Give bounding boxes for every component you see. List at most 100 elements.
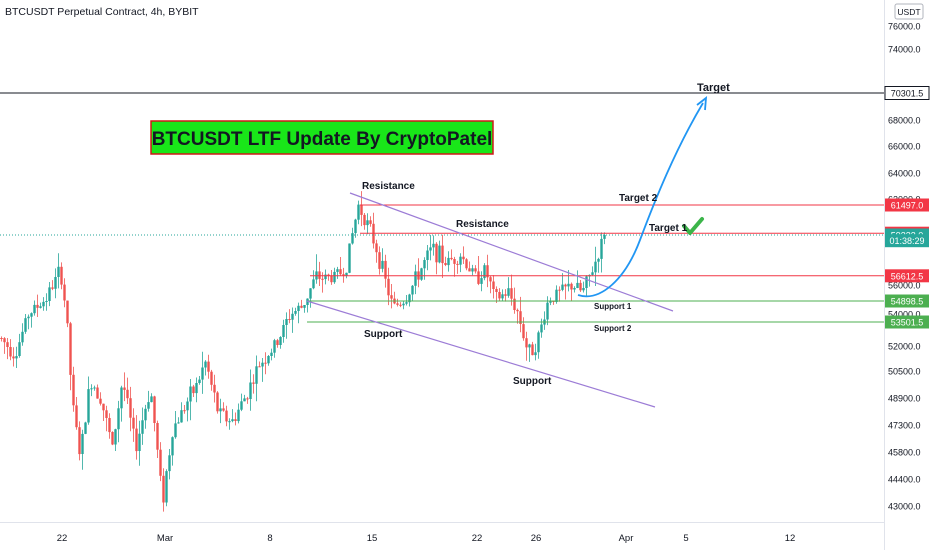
candle-body xyxy=(102,403,105,411)
currency-badge[interactable]: USDT xyxy=(894,3,924,20)
candle-body xyxy=(585,276,588,288)
title-banner: BTCUSDT LTF Update By CryptoPatel xyxy=(150,120,494,155)
candle-body xyxy=(168,455,171,472)
candle-body xyxy=(378,252,381,269)
candle-body xyxy=(27,316,30,319)
candle-body xyxy=(126,389,129,399)
candle-body xyxy=(249,382,252,399)
price-tick-label: 54000.0 xyxy=(888,310,921,320)
candle-body xyxy=(174,423,177,438)
price-label: 01:38:29 xyxy=(885,234,929,248)
candle-body xyxy=(135,428,138,452)
candle-body xyxy=(30,313,33,317)
candle-body xyxy=(87,389,90,423)
candle-body xyxy=(339,269,342,275)
candle-body xyxy=(18,342,21,356)
candle-body xyxy=(36,304,39,308)
candle-body xyxy=(39,306,42,308)
candle-body xyxy=(594,261,597,273)
candle-body xyxy=(336,269,339,272)
candle-body xyxy=(459,256,462,265)
candle-body xyxy=(576,282,579,288)
candle-body xyxy=(237,409,240,422)
price-labels: 70301.561497.059461.059333.001:38:295661… xyxy=(884,86,930,329)
annotation-support-1: Support xyxy=(364,329,403,340)
candle-body xyxy=(66,300,69,324)
candle-body xyxy=(324,274,327,280)
price-tick-label: 74000.0 xyxy=(888,45,921,55)
candle-body xyxy=(285,319,288,325)
svg-text:USDT: USDT xyxy=(897,7,920,17)
candle-body xyxy=(342,274,345,276)
candle-body xyxy=(357,204,360,220)
candle-body xyxy=(165,471,168,503)
chart-title: BTCUSDT Perpetual Contract, 4h, BYBIT xyxy=(5,6,199,18)
candle-body xyxy=(498,292,501,299)
candle-body xyxy=(267,356,270,364)
candle-body xyxy=(312,279,315,289)
candle-body xyxy=(183,410,186,412)
candle-body xyxy=(375,243,378,253)
price-tick-label: 56000.0 xyxy=(888,281,921,291)
candle-body xyxy=(162,475,165,503)
candle-body xyxy=(474,268,477,272)
annotation-support-2-label: Support 2 xyxy=(594,324,632,333)
candle-body xyxy=(240,401,243,410)
candle-body xyxy=(408,294,411,303)
candle-body xyxy=(156,423,159,450)
candle-body xyxy=(363,214,366,226)
candle-body xyxy=(354,219,357,234)
candle-body xyxy=(450,257,453,260)
svg-text:70301.5: 70301.5 xyxy=(891,89,924,99)
svg-text:01:38:29: 01:38:29 xyxy=(889,236,924,246)
candle-body xyxy=(60,266,63,285)
candle-body xyxy=(453,259,456,264)
candle-body xyxy=(540,324,543,333)
candle-body xyxy=(597,258,600,262)
candle-body xyxy=(486,265,489,278)
candle-body xyxy=(96,387,99,399)
price-tick-label: 64000.0 xyxy=(888,169,921,179)
candle-body xyxy=(204,361,207,368)
time-tick-label: 15 xyxy=(367,533,378,544)
candle-body xyxy=(21,331,24,343)
candle-body xyxy=(48,287,51,301)
candle-body xyxy=(219,408,222,412)
candle-body xyxy=(300,305,303,308)
candle-body xyxy=(600,238,603,259)
time-tick-label: 12 xyxy=(785,533,796,544)
candle-body xyxy=(507,288,510,296)
time-tick-label: Apr xyxy=(619,533,634,544)
candle-body xyxy=(360,204,363,215)
projection-arrowhead xyxy=(696,96,708,111)
candle-body xyxy=(201,367,204,380)
candle-body xyxy=(318,271,321,279)
candle-body xyxy=(477,271,480,284)
candle-body xyxy=(150,396,153,403)
candle-body xyxy=(72,374,75,406)
candle-body xyxy=(603,235,606,239)
time-tick-label: Mar xyxy=(157,533,173,544)
candle-body xyxy=(369,220,372,224)
candle-body xyxy=(546,302,549,320)
candle-body xyxy=(108,418,111,433)
candle-body xyxy=(501,294,504,299)
candle-body xyxy=(54,277,57,289)
candle-body xyxy=(366,220,369,226)
candle-body xyxy=(579,282,582,291)
candle-body xyxy=(522,324,525,339)
candle-body xyxy=(0,338,3,339)
annotation-resistance-2: Resistance xyxy=(456,219,509,230)
candle-body xyxy=(471,268,474,272)
candle-body xyxy=(516,309,519,312)
candle-body xyxy=(504,294,507,296)
price-label: 54898.5 xyxy=(885,294,929,308)
candle-body xyxy=(120,387,123,409)
candle-body xyxy=(33,304,36,314)
svg-text:53501.5: 53501.5 xyxy=(891,318,924,328)
candle-body xyxy=(309,288,312,299)
candle-body xyxy=(213,384,216,393)
annotation-target-2: Target 2 xyxy=(619,193,658,204)
candle-body xyxy=(456,263,459,265)
